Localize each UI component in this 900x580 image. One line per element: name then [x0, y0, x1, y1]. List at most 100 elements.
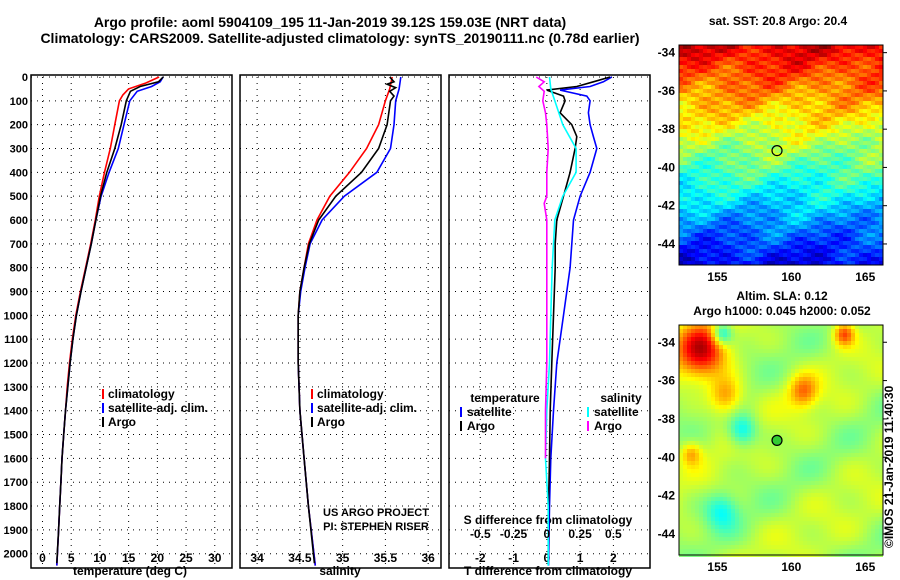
heatmap-cell	[783, 97, 787, 101]
heatmap-cell	[679, 57, 683, 61]
heatmap-cell	[767, 357, 771, 361]
heatmap-cell	[727, 145, 731, 149]
heatmap-cell	[815, 353, 819, 357]
heatmap-cell	[815, 169, 819, 173]
heatmap-cell	[711, 189, 715, 193]
heatmap-cell	[743, 113, 747, 117]
heatmap-cell	[771, 233, 775, 237]
heatmap-cell	[867, 257, 871, 261]
heatmap-cell	[859, 445, 863, 449]
heatmap-cell	[719, 417, 723, 421]
heatmap-cell	[859, 89, 863, 93]
heatmap-cell	[855, 201, 859, 205]
heatmap-cell	[823, 137, 827, 141]
heatmap-cell	[811, 133, 815, 137]
heatmap-cell	[679, 49, 683, 53]
heatmap-cell	[739, 169, 743, 173]
heatmap-cell	[687, 89, 691, 93]
heatmap-cell	[795, 73, 799, 77]
heatmap-cell	[835, 241, 839, 245]
heatmap-cell	[835, 473, 839, 477]
heatmap-cell	[719, 409, 723, 413]
heatmap-cell	[703, 473, 707, 477]
heatmap-cell	[855, 177, 859, 181]
heatmap-cell	[839, 473, 843, 477]
heatmap-cell	[731, 205, 735, 209]
heatmap-cell	[847, 157, 851, 161]
heatmap-cell	[767, 373, 771, 377]
heatmap-cell	[839, 369, 843, 373]
heatmap-cell	[775, 245, 779, 249]
heatmap-cell	[835, 461, 839, 465]
heatmap-cell	[823, 413, 827, 417]
heatmap-cell	[815, 145, 819, 149]
heatmap-cell	[863, 165, 867, 169]
heatmap-cell	[831, 193, 835, 197]
heatmap-cell	[719, 425, 723, 429]
heatmap-cell	[835, 129, 839, 133]
heatmap-cell	[803, 133, 807, 137]
heatmap-cell	[799, 249, 803, 253]
heatmap-cell	[687, 377, 691, 381]
heatmap-cell	[687, 165, 691, 169]
heatmap-cell	[751, 261, 755, 265]
heatmap-cell	[679, 81, 683, 85]
heatmap-cell	[767, 233, 771, 237]
heatmap-cell	[751, 401, 755, 405]
heatmap-cell	[879, 125, 883, 129]
heatmap-cell	[719, 381, 723, 385]
heatmap-cell	[779, 353, 783, 357]
heatmap-cell	[767, 221, 771, 225]
heatmap-cell	[711, 261, 715, 265]
heatmap-cell	[779, 365, 783, 369]
heatmap-cell	[727, 93, 731, 97]
heatmap-cell	[739, 385, 743, 389]
heatmap-cell	[727, 393, 731, 397]
heatmap-cell	[807, 417, 811, 421]
heatmap-cell	[843, 125, 847, 129]
heatmap-cell	[859, 173, 863, 177]
heatmap-cell	[711, 405, 715, 409]
heatmap-cell	[803, 241, 807, 245]
heatmap-cell	[735, 229, 739, 233]
heatmap-cell	[743, 81, 747, 85]
heatmap-cell	[799, 397, 803, 401]
heatmap-cell	[691, 257, 695, 261]
heatmap-cell	[687, 193, 691, 197]
heatmap-cell	[843, 453, 847, 457]
heatmap-cell	[691, 77, 695, 81]
heatmap-cell	[763, 369, 767, 373]
heatmap-cell	[763, 221, 767, 225]
heatmap-cell	[707, 241, 711, 245]
heatmap-cell	[751, 257, 755, 261]
heatmap-cell	[679, 421, 683, 425]
heatmap-cell	[715, 417, 719, 421]
heatmap-cell	[751, 145, 755, 149]
heatmap-cell	[803, 433, 807, 437]
heatmap-cell	[715, 181, 719, 185]
heatmap-cell	[679, 341, 683, 345]
heatmap-cell	[799, 185, 803, 189]
heatmap-cell	[707, 397, 711, 401]
heatmap-cell	[687, 449, 691, 453]
heatmap-cell	[683, 453, 687, 457]
heatmap-cell	[815, 337, 819, 341]
heatmap-cell	[735, 181, 739, 185]
heatmap-cell	[819, 181, 823, 185]
heatmap-cell	[799, 209, 803, 213]
heatmap-cell	[711, 65, 715, 69]
heatmap-cell	[751, 221, 755, 225]
heatmap-cell	[767, 449, 771, 453]
heatmap-cell	[691, 205, 695, 209]
heatmap-cell	[687, 177, 691, 181]
heatmap-cell	[779, 225, 783, 229]
heatmap-cell	[683, 257, 687, 261]
heatmap-cell	[723, 477, 727, 481]
heatmap-cell	[867, 81, 871, 85]
heatmap-cell	[723, 253, 727, 257]
heatmap-cell	[811, 353, 815, 357]
heatmap-cell	[867, 45, 871, 49]
heatmap-cell	[707, 125, 711, 129]
heatmap-cell	[771, 49, 775, 53]
heatmap-cell	[707, 225, 711, 229]
